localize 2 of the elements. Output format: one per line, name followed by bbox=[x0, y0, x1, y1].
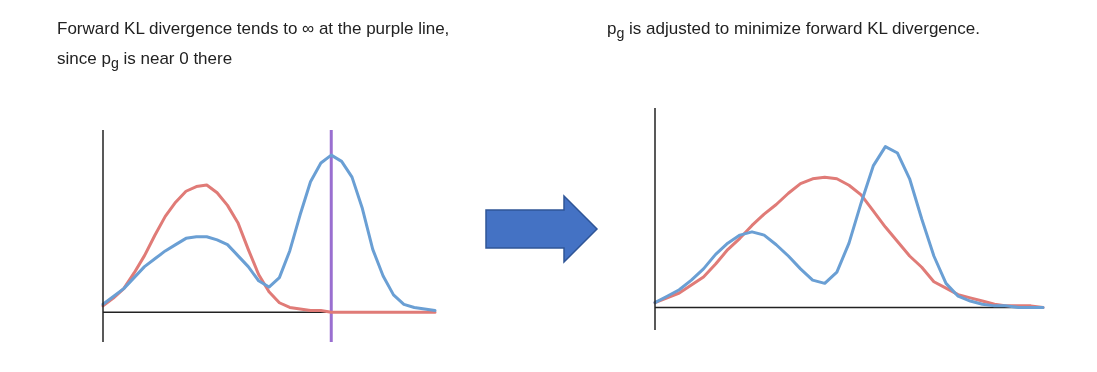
chart-title: Forward KL divergence tends to ∞ at the purple line, since p$_{g}$ is near 0 there bbox=[57, 18, 451, 74]
chart-title: p$_{g}$ is adjusted to minimize forward KL divergence. bbox=[607, 18, 981, 44]
